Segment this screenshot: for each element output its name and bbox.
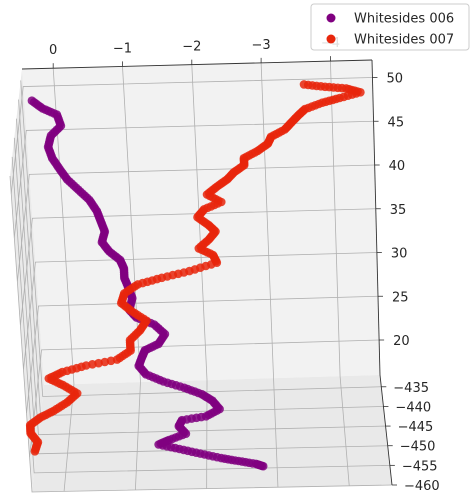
grid-line-y — [11, 156, 390, 474]
grid-line-y — [16, 118, 386, 436]
z-tick-label: 35 — [390, 203, 407, 218]
data-point — [258, 461, 268, 471]
legend-marker-series-1 — [326, 13, 336, 23]
y-tick-label: −460 — [404, 479, 440, 494]
legend-marker-series-2 — [326, 34, 336, 44]
series-2-points — [25, 80, 365, 456]
grid-line-z — [23, 252, 377, 370]
legend-label-series-2: Whitesides 007 — [354, 33, 454, 48]
z-tick-label: 50 — [386, 72, 403, 87]
data-points — [25, 80, 365, 471]
y-tick-label: −445 — [398, 420, 434, 435]
z-tick-label: 25 — [392, 290, 409, 305]
x-tick-label: −2 — [182, 40, 201, 55]
z-axis-line — [371, 59, 381, 376]
legend-label-series-1: Whitesides 006 — [354, 12, 454, 27]
data-point — [30, 447, 40, 456]
x-axis-line — [21, 59, 373, 70]
x-tick-label: −1 — [113, 41, 132, 56]
y-tick-label: −450 — [400, 440, 436, 455]
x-tick-label: 0 — [49, 43, 57, 58]
grid-line-z — [10, 77, 373, 194]
x-tick-label: −3 — [252, 38, 271, 53]
z-tick-label: 40 — [389, 159, 406, 174]
y-axis-line — [379, 374, 393, 486]
tick-labels: 0−1−2−3−420253035404550−435−440−445−450−… — [49, 36, 440, 494]
grid-line-z — [16, 164, 375, 282]
y-tick-label: −435 — [393, 381, 429, 396]
y-tick-label: −455 — [402, 459, 438, 474]
grid-line-z — [26, 295, 379, 414]
grid-line-z — [19, 208, 376, 326]
z-tick-label: 45 — [388, 115, 405, 130]
grid-line-y — [20, 80, 382, 397]
legend: Whitesides 006 Whitesides 007 — [310, 3, 470, 51]
z-tick-label: 30 — [391, 247, 408, 262]
grid-line-y — [9, 175, 393, 493]
floor-pane — [32, 375, 392, 492]
side-pane — [10, 69, 44, 492]
legend-box — [310, 3, 470, 51]
axis-lines — [21, 59, 393, 486]
grid-lines — [9, 61, 393, 493]
y-tick-label: −440 — [395, 400, 431, 415]
series-1-points — [27, 96, 268, 471]
grid-line-z — [13, 120, 374, 238]
z-tick-label: 20 — [393, 334, 410, 349]
